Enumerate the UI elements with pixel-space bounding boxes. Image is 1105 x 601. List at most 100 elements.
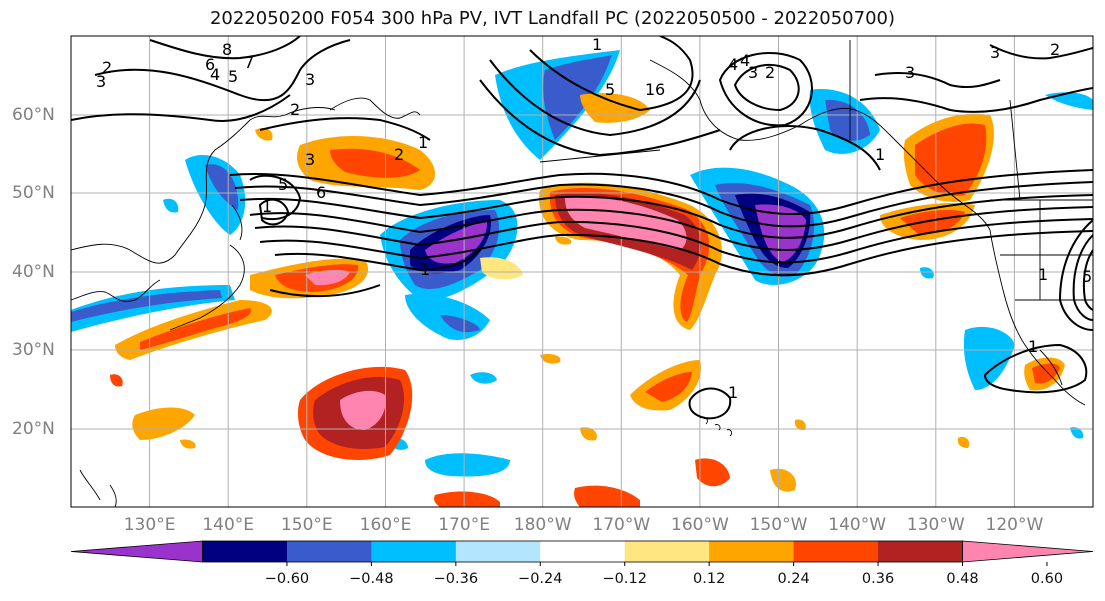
- pv-contour: [259, 117, 431, 141]
- positive-anomaly-region: [957, 436, 970, 448]
- contour-label: 3: [305, 70, 315, 89]
- colorbar-tick-label: −0.12: [602, 571, 647, 587]
- positive-anomaly-region: [645, 372, 692, 402]
- colorbar-tick-label: −0.24: [518, 571, 563, 587]
- gulf-of-california-coastline: [1039, 349, 1063, 386]
- positive-anomaly-region: [574, 485, 640, 507]
- contour-label: 1: [645, 80, 655, 99]
- pv-contour: [254, 218, 1093, 264]
- pv-contour: [688, 387, 732, 420]
- colorbar-swatch: [540, 541, 626, 562]
- positive-anomaly-region: [180, 439, 196, 449]
- negative-anomaly-region: [543, 55, 612, 140]
- shaded-anomaly-field: [71, 50, 1093, 507]
- contour-label: 2: [290, 100, 300, 119]
- colorbar-tick-label: −0.36: [433, 571, 479, 587]
- contour-label: 1: [1038, 265, 1048, 284]
- positive-anomaly-region: [1032, 363, 1060, 384]
- positive-anomaly-region: [340, 390, 386, 430]
- pv-contour: [479, 79, 721, 157]
- contour-label: 6: [316, 183, 326, 202]
- colorbar-swatch: [878, 541, 963, 562]
- asia-coastline: [71, 107, 336, 264]
- positive-anomaly-region: [770, 468, 796, 492]
- colorbar-extension-max: [962, 540, 1094, 563]
- lon-label-150e: 150°E: [280, 515, 333, 535]
- lat-label-20n: 20°N: [12, 419, 55, 439]
- pv-contour: [1082, 249, 1093, 311]
- canada-borders: [849, 40, 1021, 201]
- lon-label-170e: 170°E: [438, 515, 490, 535]
- colorbar-tick-label: 0.48: [946, 571, 979, 587]
- lon-label-140w: 140°W: [828, 515, 887, 535]
- contour-label: 6: [655, 80, 665, 99]
- pv-contour: [258, 198, 290, 226]
- contour-label: 3: [990, 43, 1000, 62]
- pv-contour: [239, 194, 1093, 239]
- pv-contour: [149, 36, 301, 60]
- lon-label-120w: 120°W: [985, 515, 1044, 535]
- colorbar-swatch: [202, 541, 288, 562]
- pv-contour: [874, 72, 1001, 89]
- positive-anomaly-region: [434, 491, 500, 507]
- lon-label-130e: 130°E: [123, 515, 176, 535]
- colorbar-swatches: [70, 540, 1094, 566]
- colorbar-swatch: [793, 541, 879, 562]
- contour-label: 5: [605, 80, 615, 99]
- pv-contour: [733, 64, 800, 112]
- contour-label: 6: [205, 55, 215, 74]
- pv-contour: [234, 181, 1093, 228]
- pv-contour: [529, 36, 694, 112]
- pv-contour: [1072, 234, 1093, 321]
- positive-anomaly-region: [330, 148, 420, 178]
- pv-contour: [94, 39, 351, 102]
- graticule: [71, 36, 1093, 507]
- japan-coastline: [169, 244, 245, 331]
- contour-label: 5: [228, 67, 238, 86]
- lat-label-60n: 60°N: [12, 105, 55, 125]
- lon-label-130w: 130°W: [906, 515, 965, 535]
- negative-anomaly-region: [920, 267, 934, 279]
- positive-anomaly-region: [794, 419, 806, 431]
- contour-label: 1: [728, 383, 738, 402]
- positive-anomaly-region: [140, 308, 251, 350]
- contour-label: 1: [1028, 337, 1038, 356]
- pv-contour: [274, 249, 481, 272]
- contour-label: 1: [875, 145, 885, 164]
- contour-label: 1: [418, 133, 428, 152]
- contour-label: 3: [305, 150, 315, 169]
- positive-anomaly-region: [480, 257, 523, 280]
- lat-label-40n: 40°N: [12, 262, 55, 282]
- contour-label: 3: [96, 72, 106, 91]
- contour-label: 1: [262, 197, 272, 216]
- negative-anomaly-region: [205, 164, 239, 210]
- pv-contour: [249, 206, 1093, 251]
- negative-anomaly-region: [440, 315, 480, 333]
- colorbar-swatch: [371, 541, 457, 562]
- pv-contour: [269, 284, 381, 298]
- contour-label: 4: [728, 55, 738, 74]
- map-frame: [70, 35, 1094, 508]
- pv-contour: [729, 125, 881, 171]
- lon-label-160w: 160°W: [671, 515, 729, 535]
- pv-contour: [983, 343, 1088, 394]
- positive-anomaly-region: [900, 210, 965, 235]
- contour-label: 2: [765, 63, 775, 82]
- contour-label: 8: [222, 40, 232, 59]
- negative-anomaly-region: [425, 222, 488, 264]
- negative-anomaly-region: [755, 204, 806, 262]
- colorbar-tick-label: −0.48: [349, 571, 394, 587]
- lon-label-170w: 170°W: [592, 515, 651, 535]
- colorbar-tick-label: −0.60: [264, 571, 310, 587]
- colorbar-swatch: [286, 541, 372, 562]
- colorbar-swatch: [709, 541, 795, 562]
- negative-anomaly-region: [825, 99, 870, 142]
- colorbar-tick-label: 0.60: [1030, 571, 1064, 587]
- alaska-coastline: [649, 59, 991, 231]
- positive-anomaly-region: [110, 374, 123, 387]
- contour-label: 1: [592, 35, 602, 54]
- contour-label: 2: [102, 58, 112, 77]
- colorbar-swatch: [455, 541, 541, 562]
